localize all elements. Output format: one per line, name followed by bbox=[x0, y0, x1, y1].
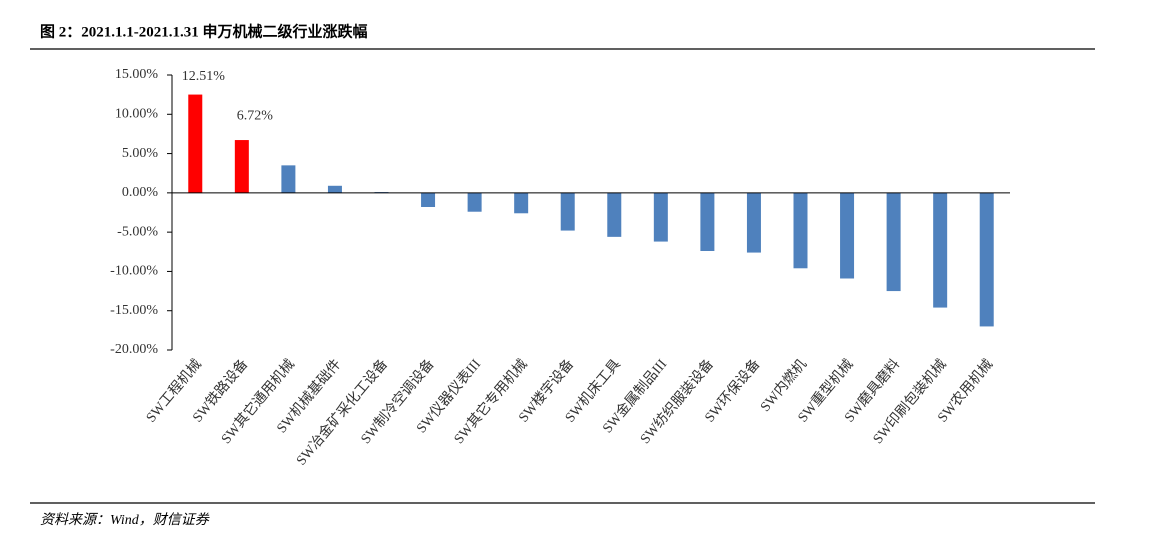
y-tick-label: -10.00% bbox=[110, 264, 158, 279]
y-tick-label: 5.00% bbox=[122, 146, 159, 161]
bar bbox=[979, 192, 994, 327]
bar bbox=[467, 192, 482, 212]
value-label: 6.72% bbox=[237, 108, 274, 123]
chart-title: 图 2：2021.1.1-2021.1.31 申万机械二级行业涨跌幅 bbox=[40, 22, 368, 40]
bar bbox=[327, 185, 342, 193]
y-tick-label: -15.00% bbox=[110, 303, 158, 318]
bar bbox=[653, 192, 668, 242]
bar bbox=[933, 192, 948, 308]
bar bbox=[886, 192, 901, 292]
y-tick-label: -5.00% bbox=[117, 224, 158, 239]
bar bbox=[281, 165, 296, 193]
y-tick-label: -20.00% bbox=[110, 342, 158, 357]
bar bbox=[234, 140, 249, 193]
value-label: 12.51% bbox=[182, 69, 226, 84]
bar bbox=[188, 94, 203, 193]
x-tick-label: SW内燃机 bbox=[757, 356, 811, 415]
bar bbox=[793, 192, 808, 269]
bar bbox=[560, 192, 575, 231]
bar bbox=[700, 192, 715, 251]
y-tick-label: 10.00% bbox=[115, 107, 159, 122]
y-tick-label: 15.00% bbox=[115, 67, 159, 82]
bar bbox=[607, 192, 622, 237]
bar bbox=[514, 192, 529, 214]
bar bbox=[746, 192, 761, 253]
bar bbox=[421, 192, 436, 207]
y-tick-label: 0.00% bbox=[122, 185, 159, 200]
bar bbox=[840, 192, 855, 279]
x-tick-label: SW冶金矿采化工设备 bbox=[293, 356, 392, 469]
source: 资料来源：Wind，财信证券 bbox=[40, 512, 210, 528]
